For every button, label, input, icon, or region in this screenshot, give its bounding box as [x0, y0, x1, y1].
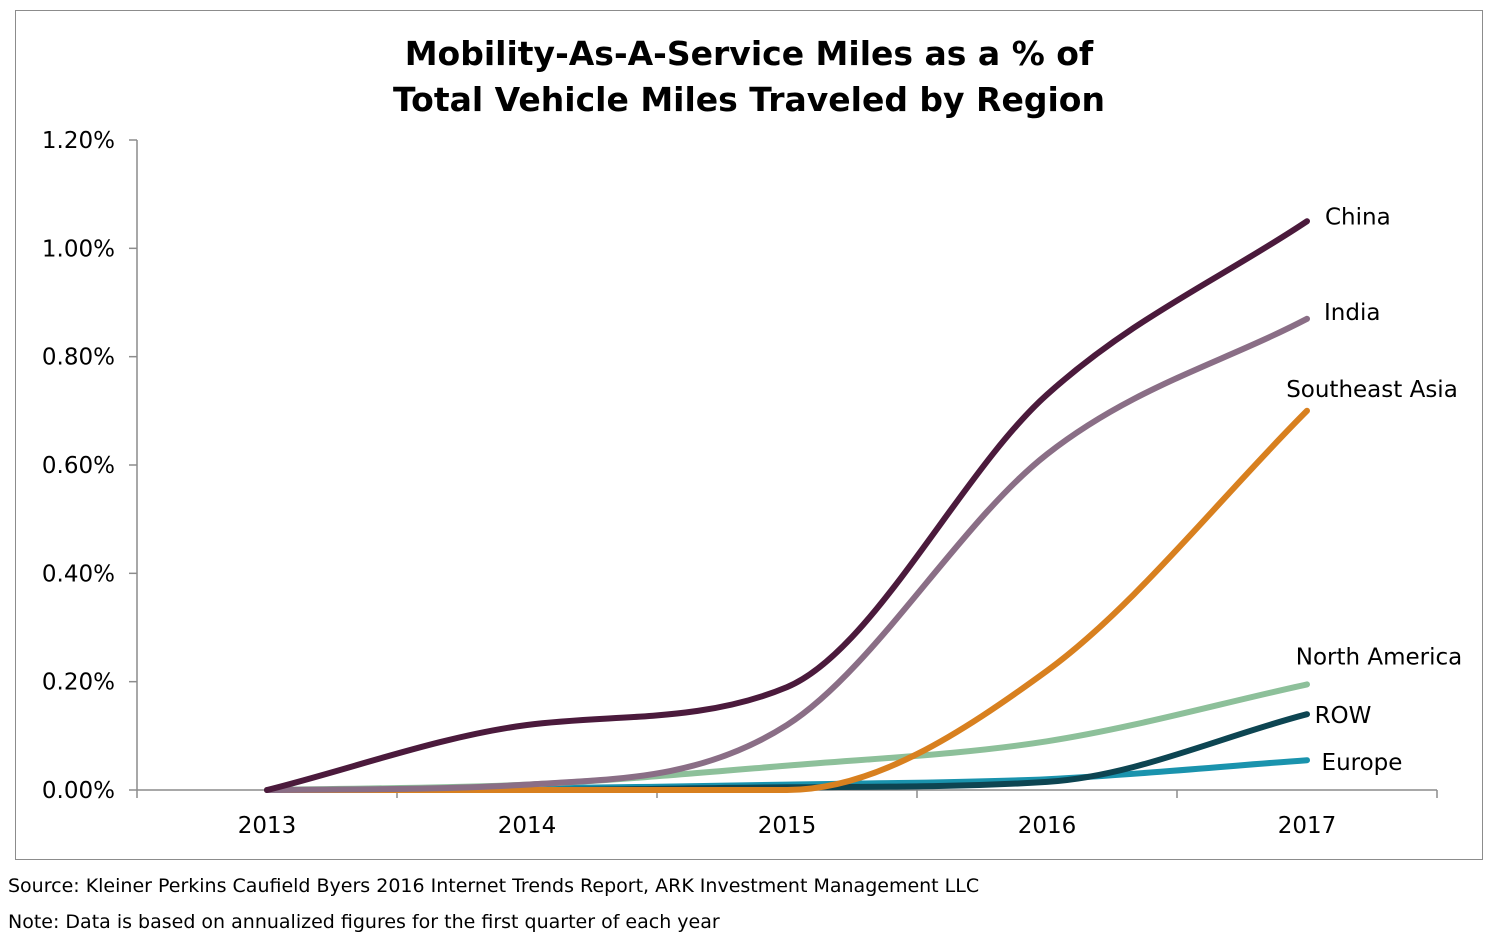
series-label-row: ROW: [1315, 703, 1372, 729]
x-tick-label: 2013: [238, 813, 297, 839]
axes: 0.00% 0.20% 0.40% 0.60% 0.80% 1.00% 1.20% 2013 2…: [42, 128, 1438, 839]
chart-title-line-2: Total Vehicle Miles Traveled by Region: [393, 80, 1105, 119]
series-labels: China India Southeast Asia North America ROW…: [1286, 204, 1462, 776]
x-tick-label: 2014: [498, 813, 557, 839]
chart-title-line-1: Mobility-As-A-Service Miles as a % of: [405, 34, 1094, 73]
data-note: Note: Data is based on annualized figure…: [8, 911, 720, 933]
series-label-north-america: North America: [1296, 644, 1463, 670]
chart-title: Mobility-As-A-Service Miles as a % of Tot…: [393, 34, 1105, 119]
series-label-india: India: [1324, 300, 1380, 326]
series-line-china: [264, 218, 1310, 793]
series-label-europe: Europe: [1322, 750, 1403, 776]
y-tick-label: 1.00%: [42, 236, 115, 262]
y-tick-label: 0.60%: [42, 453, 115, 479]
y-tick-label: 0.00%: [42, 778, 115, 804]
y-tick-label: 0.20%: [42, 670, 115, 696]
x-tick-label: 2016: [1018, 813, 1077, 839]
x-tick-label: 2017: [1278, 813, 1337, 839]
series-label-southeast-asia: Southeast Asia: [1286, 377, 1458, 403]
series-lines: [264, 218, 1310, 794]
y-tick-label: 0.40%: [42, 561, 115, 587]
series-label-china: China: [1325, 204, 1391, 230]
y-tick-label: 0.80%: [42, 345, 115, 371]
y-tick-label: 1.20%: [42, 128, 115, 154]
source-note: Source: Kleiner Perkins Caufield Byers 2…: [8, 875, 980, 897]
series-line-india: [264, 315, 1310, 793]
chart-frame: [15, 10, 1483, 860]
series-line-southeast-asia: [264, 407, 1310, 794]
x-tick-label: 2015: [758, 813, 817, 839]
